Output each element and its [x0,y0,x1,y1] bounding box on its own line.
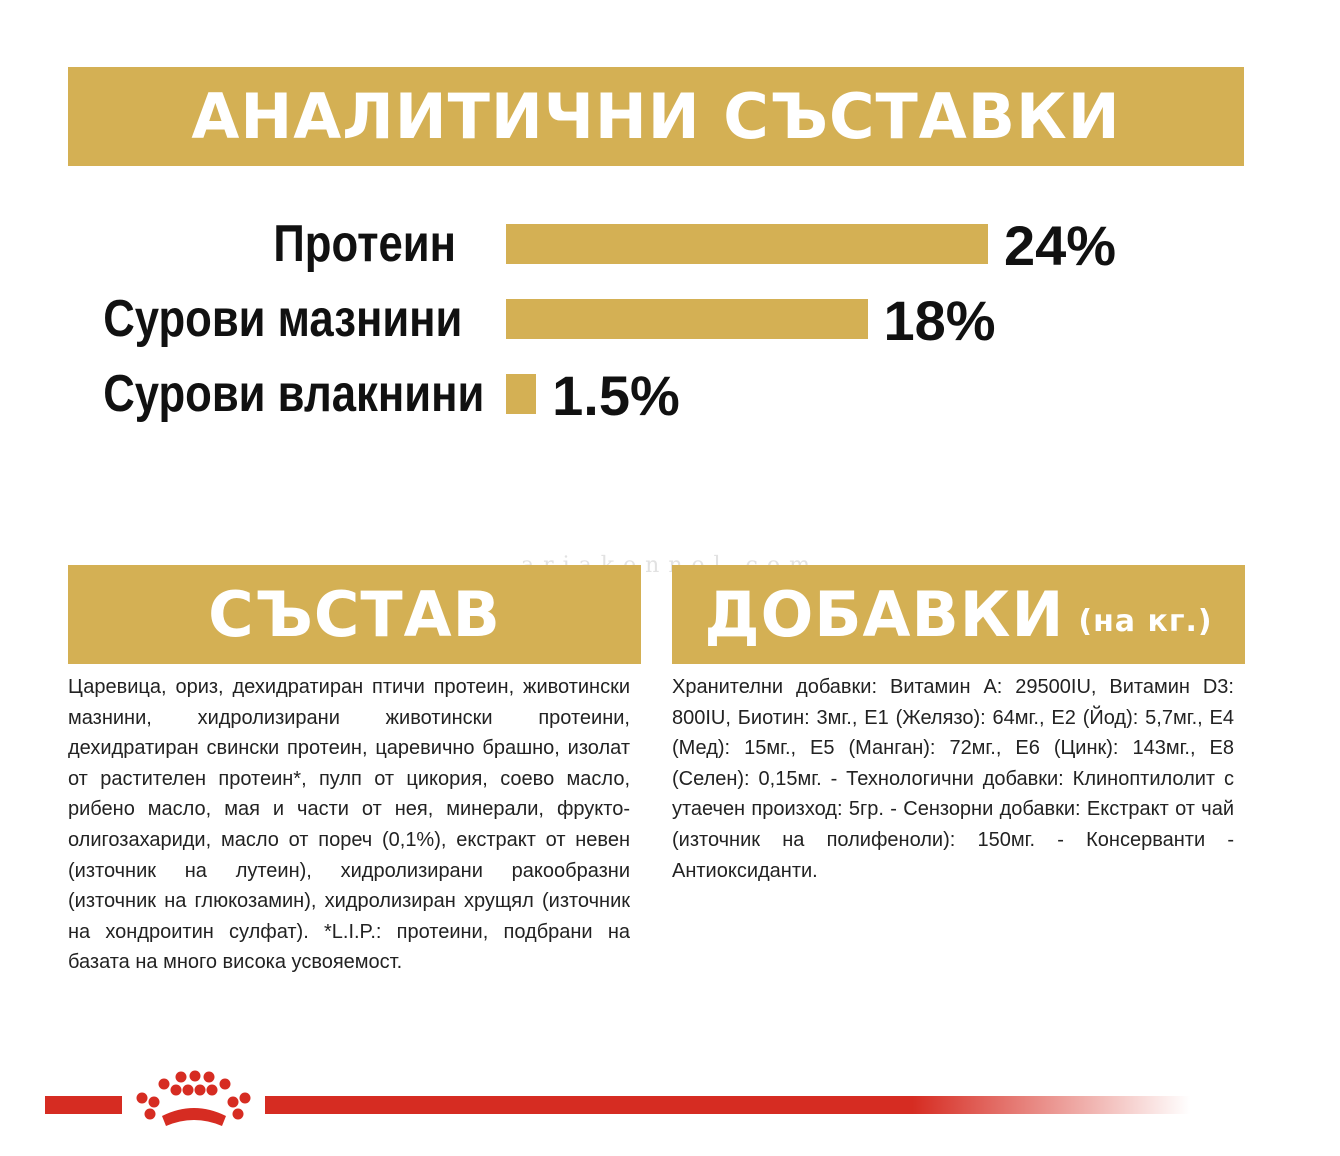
footer-line-left [45,1096,122,1114]
nutrient-bar [506,299,868,339]
additives-subtitle: (на кг.) [1078,604,1213,639]
nutrient-value: 24% [1004,214,1117,277]
additives-title: ДОБАВКИ [704,578,1065,651]
nutrient-label: Сурови мазнини [103,290,463,348]
nutrient-bar [506,374,537,414]
composition-banner: СЪСТАВ [68,565,641,664]
analytic-banner: АНАЛИТИЧНИ СЪСТАВКИ [68,67,1244,166]
footer-line-right [265,1096,1190,1114]
additives-banner: ДОБАВКИ (на кг.) [672,565,1245,664]
nutrient-label: Сурови влакнини [103,365,485,423]
nutrient-value: 1.5% [552,364,680,427]
additives-text: Хранителни добавки: Витамин А: 29500IU, … [672,676,1234,882]
nutrient-bar [506,224,988,264]
analytic-title: АНАЛИТИЧНИ СЪСТАВКИ [191,80,1121,153]
composition-title: СЪСТАВ [208,578,501,651]
nutrient-label: Протеин [273,215,456,273]
nutrient-value: 18% [883,289,996,352]
composition-text: Царевица, ориз, дехидратиран птичи проте… [68,676,630,974]
crown-icon [136,1070,251,1126]
